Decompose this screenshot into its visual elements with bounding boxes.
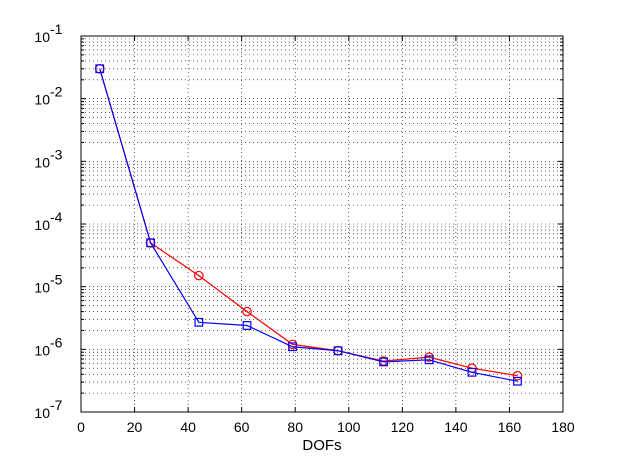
x-tick-label: 100 <box>337 419 361 435</box>
tick-labels: 0 20 40 60 80 100 120 140 160 18010-710-610-510-4… <box>34 21 574 435</box>
data-point-circle <box>194 270 204 281</box>
y-tick-label: 10 <box>34 405 50 421</box>
x-tick-label: 20 <box>127 419 143 435</box>
y-tick-label: 10 <box>34 29 50 45</box>
data-point-circle <box>242 306 252 317</box>
x-tick-label: 60 <box>234 419 250 435</box>
y-tick-label: 10 <box>34 154 50 170</box>
ticks <box>80 36 564 413</box>
data-point-square <box>288 342 297 352</box>
x-tick-label: 80 <box>287 419 303 435</box>
x-axis-label: DOFs <box>302 437 341 454</box>
series-line <box>99 68 518 382</box>
data-point-square <box>424 355 434 365</box>
y-tick-label: 10 <box>34 217 50 233</box>
y-tick-label: 10 <box>34 280 50 296</box>
data-point-square <box>333 346 343 356</box>
series-line <box>99 68 518 377</box>
y-tick-exponent: -1 <box>50 21 63 37</box>
y-tick-label: 10 <box>34 342 50 358</box>
data-point-square <box>513 376 522 386</box>
series-layer <box>94 63 523 386</box>
x-tick-label: 140 <box>444 419 468 435</box>
data-point-square <box>242 321 252 330</box>
y-tick-exponent: -6 <box>50 334 63 350</box>
x-tick-label: 180 <box>551 419 575 435</box>
y-tick-exponent: -5 <box>50 272 63 288</box>
x-tick-label: 40 <box>180 419 196 435</box>
grid <box>81 36 563 412</box>
x-tick-label: 160 <box>498 419 522 435</box>
data-point-square <box>95 64 105 74</box>
x-tick-label: 0 <box>77 419 85 435</box>
series-2 <box>95 64 522 386</box>
y-tick-exponent: -4 <box>50 209 63 225</box>
data-point-square <box>467 367 477 377</box>
y-tick-exponent: -3 <box>50 146 63 162</box>
y-tick-exponent: -7 <box>50 397 63 413</box>
y-tick-label: 10 <box>34 92 50 108</box>
data-point-square <box>379 357 388 367</box>
y-tick-exponent: -2 <box>50 84 63 100</box>
data-point-circle <box>512 370 523 381</box>
data-point-square <box>194 317 204 327</box>
data-point-square <box>146 238 156 248</box>
x-tick-label: 120 <box>391 419 415 435</box>
